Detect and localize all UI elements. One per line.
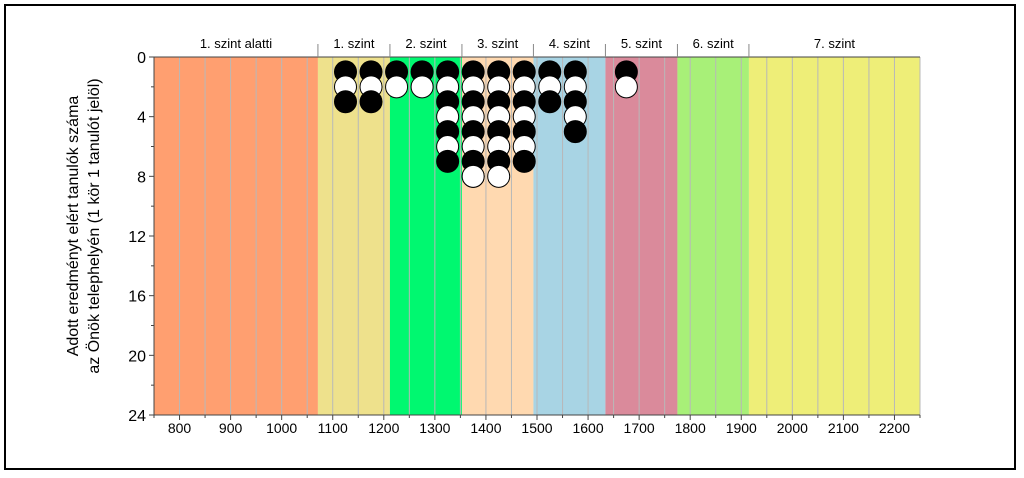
- x-tick-label: 1900: [726, 420, 757, 436]
- x-tick-label: 2200: [879, 420, 910, 436]
- x-tick-label: 1700: [624, 420, 655, 436]
- level-label: 3. szint: [477, 36, 519, 51]
- y-tick-label: 12: [128, 229, 146, 246]
- level-label: 2. szint: [405, 36, 447, 51]
- x-tick-label: 2100: [828, 420, 859, 436]
- x-tick-label: 1100: [318, 420, 348, 436]
- level-label: 6. szint: [693, 36, 735, 51]
- x-tick-label: 1600: [572, 420, 603, 436]
- white-point: [487, 164, 511, 188]
- black-point: [359, 90, 383, 114]
- level-band: [317, 57, 390, 415]
- x-tick-label: 1500: [521, 420, 552, 436]
- level-label: 4. szint: [549, 36, 591, 51]
- x-tick-label: 1000: [266, 420, 297, 436]
- x-tick-label: 1200: [368, 420, 399, 436]
- x-tick-label: 1400: [470, 420, 501, 436]
- black-point: [538, 90, 562, 114]
- level-label: 5. szint: [621, 36, 663, 51]
- y-axis-label: Adott eredményt elért tanulók száma: [65, 96, 82, 357]
- x-tick-label: 900: [219, 420, 243, 436]
- x-tick-label: 800: [168, 420, 192, 436]
- black-point: [563, 120, 587, 144]
- black-point: [436, 149, 460, 173]
- level-label: 7. szint: [814, 36, 856, 51]
- level-band: [748, 57, 920, 415]
- y-tick-label: 20: [128, 348, 146, 365]
- black-point: [512, 149, 536, 173]
- x-tick-label: 1800: [675, 420, 706, 436]
- x-tick-label: 2000: [777, 420, 808, 436]
- white-point: [385, 75, 409, 99]
- y-tick-label: 8: [137, 169, 146, 186]
- y-axis-label-2: az Önök telephelyén (1 kör 1 tanulót jel…: [85, 78, 103, 373]
- level-label: 1. szint alatti: [200, 36, 272, 51]
- level-band: [605, 57, 678, 415]
- y-tick-label: 24: [128, 408, 146, 425]
- white-point: [461, 164, 485, 188]
- level-band: [154, 57, 318, 415]
- black-point: [334, 90, 357, 114]
- white-point: [614, 75, 638, 99]
- y-tick-label: 0: [137, 50, 146, 67]
- y-tick-label: 4: [137, 110, 146, 127]
- x-tick-label: 1300: [419, 420, 450, 436]
- white-point: [410, 75, 434, 99]
- level-label: 1. szint: [333, 36, 375, 51]
- level-band: [677, 57, 749, 415]
- y-tick-label: 16: [128, 289, 146, 306]
